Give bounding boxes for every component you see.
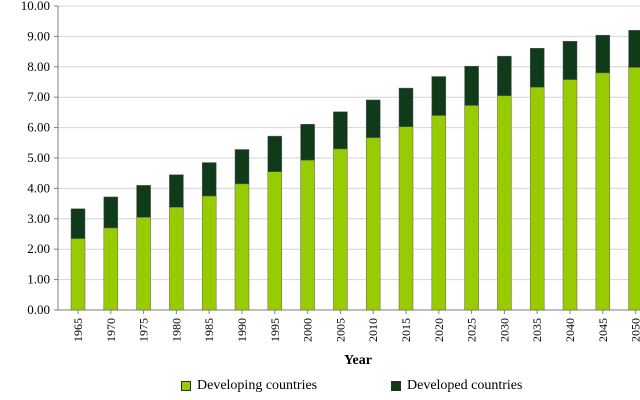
bar-segment-developed (431, 76, 447, 116)
y-tick-label: 10.00 (21, 0, 50, 13)
x-tick-label: 2035 (530, 318, 544, 342)
bar-segment-developing (595, 72, 611, 311)
y-tick-label: 7.00 (27, 89, 50, 104)
y-tick-label: 8.00 (27, 59, 50, 74)
bar-segment-developing (431, 115, 447, 311)
bar-segment-developing (201, 195, 217, 311)
x-tick-label: 1975 (137, 318, 151, 342)
y-tick-label: 3.00 (27, 211, 50, 226)
y-tick-label: 6.00 (27, 120, 50, 135)
bar-segment-developing (136, 217, 151, 311)
x-tick-label: 2050 (629, 318, 640, 342)
y-tick-label: 9.00 (27, 28, 50, 43)
x-tick-label: 2020 (432, 318, 446, 342)
x-tick-label: 2000 (301, 318, 315, 342)
x-tick-label: 2045 (596, 318, 610, 342)
x-tick-label: 1995 (268, 318, 282, 342)
bar-segment-developing (464, 105, 479, 311)
bar-segment-developed (234, 149, 250, 185)
legend-label-developed: Developed countries (407, 378, 523, 393)
bar-segment-developing (70, 238, 86, 311)
bar-segment-developed (562, 41, 578, 80)
x-tick-label: 1965 (71, 318, 85, 342)
bar-segment-developed (103, 196, 119, 229)
x-tick-label: 1980 (169, 318, 183, 342)
y-tick-label: 0.00 (27, 302, 50, 317)
y-tick-label: 5.00 (27, 150, 50, 165)
bar-segment-developing (333, 148, 348, 311)
bar-segment-developing (365, 137, 381, 311)
x-tick-label: 2025 (465, 318, 479, 342)
bar-segment-developed (628, 30, 640, 68)
bar-segment-developing (300, 159, 315, 311)
bar-segment-developed (398, 87, 414, 127)
bar-segment-developing (398, 126, 414, 311)
bar-segment-developing (562, 79, 578, 311)
bar-segment-developing (267, 171, 283, 311)
bar-segment-developed (529, 48, 545, 88)
x-tick-label: 1990 (235, 318, 249, 342)
x-tick-label: 2030 (497, 318, 511, 342)
x-tick-label: 2010 (366, 318, 380, 342)
bar-segment-developed (267, 135, 283, 172)
legend-swatch-developing (181, 381, 191, 391)
bar-segment-developing (628, 67, 640, 311)
bar-segment-developed (300, 124, 315, 161)
bar-segment-developing (169, 206, 184, 311)
bar-segment-developed (201, 162, 217, 197)
stacked-bar-chart: 0.00 1.00 2.00 3.00 4.00 5.00 6.00 7.00 8.00 9.00… (21, 0, 640, 368)
bar-segment-developed (169, 174, 184, 208)
x-tick-label: 1970 (104, 318, 118, 342)
legend-label-developing: Developing countries (197, 378, 318, 393)
x-tick-label: 2040 (563, 318, 577, 342)
x-axis-title: Year (344, 353, 372, 368)
bar-segment-developed (333, 111, 348, 150)
y-tick-label: 1.00 (27, 272, 50, 287)
bar-segment-developed (70, 208, 86, 239)
bar-segment-developed (595, 34, 611, 74)
x-tick-label: 2015 (399, 318, 413, 342)
x-tick-label: 1985 (202, 318, 216, 342)
legend-swatch-developed (391, 381, 401, 391)
bar-segment-developing (103, 227, 119, 311)
chart-legend: Developing countries Developed countries (0, 378, 640, 400)
bar-segment-developed (497, 55, 512, 96)
legend-item-developing: Developing countries (181, 378, 317, 394)
bar-segment-developed (464, 65, 479, 106)
bar-segment-developed (136, 185, 151, 218)
legend-item-developed: Developed countries (391, 378, 522, 394)
bar-segment-developing (529, 86, 545, 311)
y-tick-label: 2.00 (27, 241, 50, 256)
bar-segment-developing (497, 95, 512, 311)
x-tick-label: 2005 (333, 318, 347, 342)
bar-segment-developing (234, 183, 250, 311)
bar-segment-developed (365, 99, 381, 138)
y-tick-label: 4.00 (27, 180, 50, 195)
